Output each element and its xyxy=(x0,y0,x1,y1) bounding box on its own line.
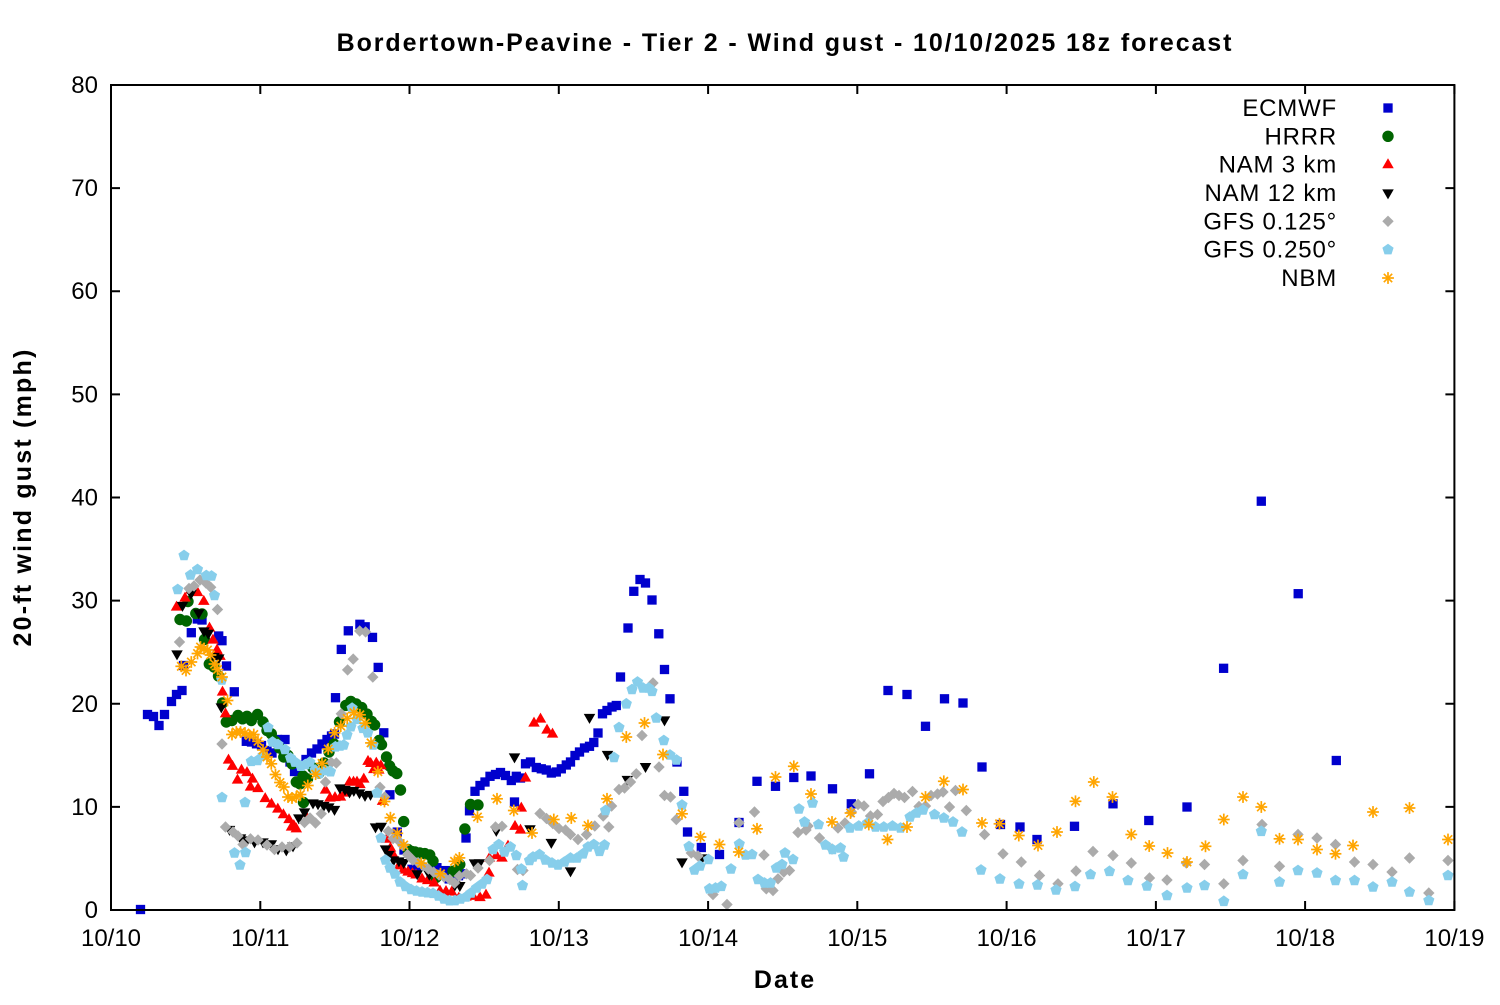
svg-text:70: 70 xyxy=(71,175,98,202)
svg-text:10/10: 10/10 xyxy=(81,925,141,952)
svg-text:10/19: 10/19 xyxy=(1424,925,1484,952)
svg-text:10/12: 10/12 xyxy=(379,925,439,952)
svg-text:10/18: 10/18 xyxy=(1275,925,1335,952)
svg-text:10/16: 10/16 xyxy=(977,925,1037,952)
svg-text:50: 50 xyxy=(71,381,98,408)
svg-text:10/11: 10/11 xyxy=(231,925,289,952)
svg-text:10/17: 10/17 xyxy=(1126,925,1186,952)
svg-text:80: 80 xyxy=(71,72,98,99)
svg-text:30: 30 xyxy=(71,588,98,615)
svg-text:10/14: 10/14 xyxy=(678,925,738,952)
svg-text:40: 40 xyxy=(71,485,98,512)
svg-text:HRRR: HRRR xyxy=(1264,123,1337,150)
svg-text:ECMWF: ECMWF xyxy=(1242,95,1337,122)
svg-text:Date: Date xyxy=(754,966,816,994)
svg-text:Bordertown-Peavine - Tier 2 -: Bordertown-Peavine - Tier 2 - Wind gust … xyxy=(337,29,1234,57)
svg-text:20: 20 xyxy=(71,691,98,718)
svg-text:NAM 12 km: NAM 12 km xyxy=(1204,180,1337,207)
svg-text:60: 60 xyxy=(71,278,98,305)
svg-text:20-ft wind gust (mph): 20-ft wind gust (mph) xyxy=(9,348,37,647)
svg-text:0: 0 xyxy=(85,897,98,924)
svg-text:10/15: 10/15 xyxy=(827,925,887,952)
svg-text:NAM 3 km: NAM 3 km xyxy=(1219,152,1337,179)
svg-text:GFS 0.125°: GFS 0.125° xyxy=(1203,208,1337,235)
svg-text:NBM: NBM xyxy=(1281,265,1337,292)
svg-text:GFS 0.250°: GFS 0.250° xyxy=(1203,237,1337,264)
svg-text:10/13: 10/13 xyxy=(529,925,589,952)
svg-text:10: 10 xyxy=(71,794,98,821)
